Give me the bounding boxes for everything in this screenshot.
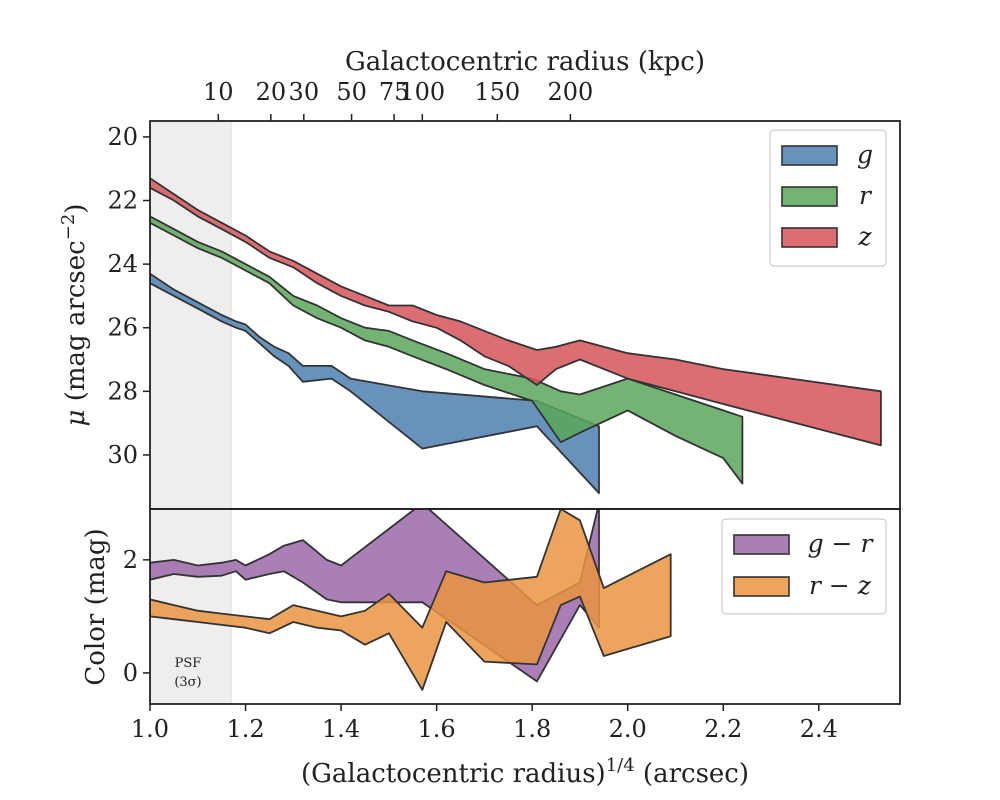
band-color-r-z (150, 509, 672, 691)
top-xtick-label: 10 (203, 78, 234, 106)
top-legend-swatch (781, 186, 838, 207)
top-yaxis-superscript: −2 (58, 214, 79, 241)
ytick-label-top: 20 (107, 123, 138, 151)
xaxis-title-prefix: (Galactocentric radius) (301, 759, 606, 789)
top-xtick-label: 30 (289, 78, 320, 106)
top-xtick-label: 150 (474, 78, 520, 106)
xtick-label: 2.2 (704, 715, 742, 743)
ytick-label-top: 22 (107, 187, 138, 215)
xtick-label: 1.8 (513, 715, 551, 743)
ytick-label-bottom: 2 (123, 546, 138, 574)
top-xaxis-title: Galactocentric radius (kpc) (345, 47, 705, 77)
bottom-legend-label: r − z (809, 571, 872, 600)
top-legend-label: z (857, 222, 872, 251)
bottom-legend-swatch (733, 576, 790, 597)
xtick-label: 2.0 (609, 715, 647, 743)
xtick-label: 1.2 (226, 715, 264, 743)
top-yaxis-title: μ (mag arcsec−2) (58, 204, 91, 427)
bottom-legend-swatch (733, 534, 790, 555)
ytick-label-top: 28 (107, 377, 138, 405)
bottom-panel-frame (149, 508, 901, 705)
top-xtick-label: 50 (336, 78, 367, 106)
band-r-surface-brightness (150, 215, 744, 485)
top-yaxis-text: (mag arcsec (61, 240, 91, 409)
top-xtick-label: 200 (547, 78, 593, 106)
xtick-label: 1.0 (131, 715, 169, 743)
top-yaxis-tail: ) (61, 204, 91, 214)
top-xtick-label: 100 (399, 78, 445, 106)
xtick-label: 2.4 (800, 715, 838, 743)
ytick-label-top: 24 (107, 250, 138, 278)
psf-annotation-label: PSF (175, 656, 202, 671)
top-xtick-label: 20 (256, 78, 287, 106)
top-xtick-label: 75 (379, 78, 410, 106)
band-z-surface-brightness (150, 177, 882, 447)
top-yaxis-symbol: μ (61, 410, 91, 427)
psf-annotation-sigma: (3σ) (174, 675, 201, 690)
top-legend-swatch (781, 227, 838, 248)
xtick-label: 1.6 (418, 715, 456, 743)
xaxis-title-suffix: (arcsec) (635, 759, 749, 789)
top-legend-swatch (781, 145, 838, 166)
xtick-label: 1.4 (322, 715, 360, 743)
ytick-label-top: 26 (107, 314, 138, 342)
bottom-yaxis-title: Color (mag) (81, 528, 111, 685)
band-g-surface-brightness (150, 272, 600, 494)
top-legend-label: g (857, 140, 873, 169)
top-legend-label: r (859, 181, 873, 210)
bottom-legend-label: g − r (808, 529, 875, 558)
ytick-label-top: 30 (107, 441, 138, 469)
xaxis-title-superscript: 1/4 (606, 755, 635, 776)
ytick-label-bottom: 0 (123, 659, 138, 687)
bottom-xaxis-title: (Galactocentric radius)1/4 (arcsec) (301, 755, 749, 789)
